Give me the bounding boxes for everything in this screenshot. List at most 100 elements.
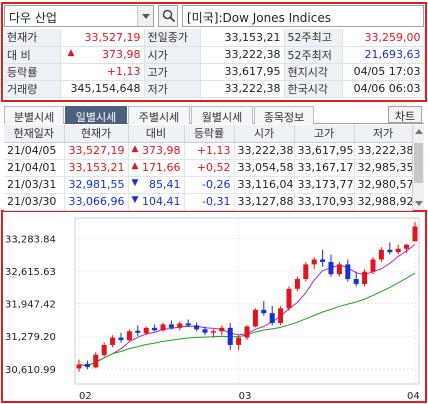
candle-body xyxy=(328,261,334,275)
candle-body xyxy=(261,309,267,314)
candlestick-chart[interactable]: 33,283.84 32,615.63 31,947.42 31,279.20 30,6… xyxy=(3,212,425,401)
instrument-name-field[interactable]: [미국]:Dow Jones Indices xyxy=(182,5,424,27)
cell-rate: -0,31 xyxy=(184,193,235,211)
tab-0[interactable]: 분별시세 xyxy=(4,106,64,124)
quote-label: 현재가 xyxy=(4,29,61,47)
cell-change: ▼ 104,41 xyxy=(128,193,185,211)
candle-body xyxy=(185,323,191,326)
chevron-down-icon[interactable] xyxy=(137,6,153,26)
scroll-thumb[interactable] xyxy=(414,143,423,183)
candle-body xyxy=(320,259,326,262)
y-tick-label: 32,615.63 xyxy=(5,267,56,278)
cell-price: 33,527,19 xyxy=(64,142,129,160)
quote-label: 52주최저 xyxy=(284,46,343,64)
cell-date: 21/03/31 xyxy=(4,176,65,194)
cell-date: 21/03/30 xyxy=(4,193,65,211)
candle-body xyxy=(202,329,208,333)
history-scrollbar[interactable] xyxy=(412,125,424,210)
cell-high: 33,617,95 xyxy=(294,142,355,160)
candle-body xyxy=(194,325,200,330)
quote-value: 33,617,95 xyxy=(200,63,285,81)
market-select[interactable]: 다우 산업 xyxy=(4,5,154,27)
candle-body xyxy=(336,264,342,275)
y-tick-label: 33,283.84 xyxy=(5,234,56,245)
chart-button[interactable]: 차트 xyxy=(388,106,422,123)
y-tick-label: 31,947.42 xyxy=(5,300,56,311)
search-button[interactable] xyxy=(158,5,178,27)
candle-body xyxy=(76,364,82,369)
tab-4[interactable]: 종목정보 xyxy=(254,106,314,124)
column-header[interactable]: 대비 xyxy=(128,125,185,143)
column-header[interactable]: 고가 xyxy=(294,125,355,143)
scroll-down-icon[interactable] xyxy=(415,201,423,206)
candle-body xyxy=(93,354,99,368)
tab-1[interactable]: 일별시세 xyxy=(65,106,127,124)
column-header[interactable]: 저가 xyxy=(354,125,413,143)
candle-body xyxy=(219,327,225,332)
cell-high: 33,167,17 xyxy=(294,159,355,177)
quote-value: 33,222,38 xyxy=(200,80,285,98)
column-header[interactable]: 현재일자 xyxy=(4,125,65,143)
candle-body xyxy=(84,363,90,367)
candle-body xyxy=(378,249,384,260)
daily-history-table: 현재일자 현재가 대비 등락률 시가 고가 저가 21/04/05 33,527,19 ▲ 373… xyxy=(4,125,413,211)
quote-label: 한국시각 xyxy=(284,80,343,98)
quote-value: 04/06 06:03 xyxy=(342,80,425,98)
plot-area xyxy=(74,217,420,385)
cell-open: 33,054,58 xyxy=(234,159,295,177)
quote-label: 저가 xyxy=(144,80,201,98)
x-tick-label: 04 xyxy=(407,391,420,401)
scroll-up-icon[interactable] xyxy=(415,129,423,134)
table-row[interactable]: 21/04/05 33,527,19 ▲ 373,98 +1,13 33,222,38 33… xyxy=(4,142,413,160)
search-row: 다우 산업 [미국]:Dow Jones Indices xyxy=(4,5,424,27)
candle-body xyxy=(177,323,183,328)
quote-label: 대 비 xyxy=(4,46,61,64)
quote-label: 현지시각 xyxy=(284,63,343,81)
y-tick-label: 30,610.99 xyxy=(5,365,56,376)
candle-body xyxy=(135,330,141,333)
candle-body xyxy=(236,337,242,345)
candle-body xyxy=(362,271,368,284)
candle-body xyxy=(303,264,309,280)
column-header[interactable]: 시가 xyxy=(234,125,295,143)
candle-body xyxy=(110,337,116,345)
quote-label: 시가 xyxy=(144,46,201,64)
triangle-down-icon: ▼ xyxy=(131,195,139,205)
candle-body xyxy=(412,226,418,242)
quote-value: 345,154,648 xyxy=(60,80,145,98)
cell-low: 32,985,35 xyxy=(354,159,413,177)
table-row[interactable]: 21/04/01 33,153,21 ▲ 171,66 +0,52 33,054,58 33… xyxy=(4,159,413,177)
column-header[interactable]: 현재가 xyxy=(64,125,129,143)
candle-body xyxy=(118,337,124,341)
highlight-chart-box xyxy=(1,210,427,403)
candle-body xyxy=(353,279,359,284)
cell-price: 32,981,55 xyxy=(64,176,129,194)
candle-body xyxy=(143,327,149,334)
cell-rate: -0,26 xyxy=(184,176,235,194)
cell-change: ▲ 171,66 xyxy=(128,159,185,177)
candle-body xyxy=(278,308,284,323)
candle-body xyxy=(286,288,292,309)
table-row[interactable]: 21/03/30 33,066,96 ▼ 104,41 -0,31 33,127,88 33… xyxy=(4,193,413,211)
highlight-quote-box xyxy=(1,2,427,102)
candle-body xyxy=(126,331,132,341)
cell-low: 32,980,57 xyxy=(354,176,413,194)
quote-value: 33,222,38 xyxy=(200,46,285,64)
candle-body xyxy=(101,344,107,356)
candle-body xyxy=(370,259,376,272)
quote-value: 33,259,00 xyxy=(342,29,425,47)
column-header[interactable]: 등락률 xyxy=(184,125,235,143)
table-row[interactable]: 21/03/31 32,981,55 ▼ 85,41 -0,26 33,116,04 33,… xyxy=(4,176,413,194)
triangle-down-icon: ▼ xyxy=(131,178,139,188)
quote-row: 현재가 33,527,19 전일종가 33,153,21 52주최고 33,259,00 xyxy=(4,29,425,47)
cell-rate: +0,52 xyxy=(184,159,235,177)
tab-3[interactable]: 월별시세 xyxy=(191,106,253,124)
triangle-up-icon: ▲ xyxy=(67,48,75,58)
candle-body xyxy=(387,249,393,253)
quote-value: 33,153,21 xyxy=(200,29,285,47)
quote-row: 등락률 +1,13 고가 33,617,95 현지시각 04/05 17:03 xyxy=(4,63,425,81)
candle-body xyxy=(404,244,410,249)
candle-body xyxy=(252,309,258,327)
tab-2[interactable]: 주별시세 xyxy=(128,106,190,124)
cell-high: 33,173,77 xyxy=(294,176,355,194)
